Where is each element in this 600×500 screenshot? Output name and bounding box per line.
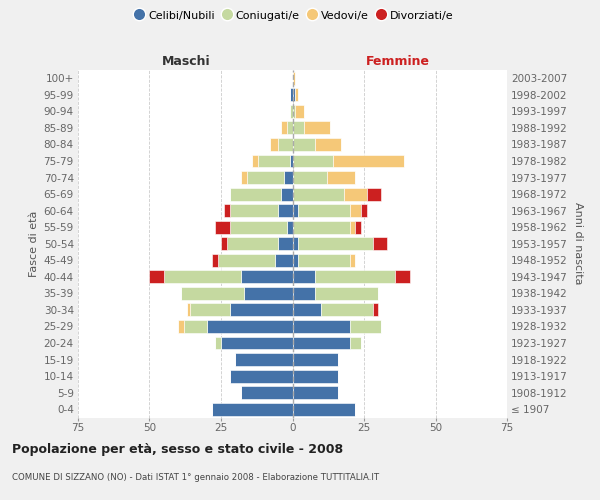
Bar (293, 72, 295, 85)
Bar (350, 204, 361, 217)
Bar (293, 188, 344, 200)
Bar (190, 304, 230, 316)
Bar (290, 88, 293, 102)
Bar (230, 370, 293, 382)
Bar (350, 320, 381, 333)
Bar (241, 270, 293, 283)
Bar (293, 220, 350, 234)
Bar (230, 204, 278, 217)
Bar (284, 171, 293, 184)
Bar (350, 254, 355, 267)
Bar (373, 304, 379, 316)
Y-axis label: Anni di nascita: Anni di nascita (574, 202, 583, 285)
Bar (293, 204, 298, 217)
Bar (164, 270, 241, 283)
Bar (293, 171, 327, 184)
Bar (361, 204, 367, 217)
Bar (293, 353, 338, 366)
Bar (253, 154, 258, 168)
Bar (350, 220, 355, 234)
Y-axis label: Fasce di età: Fasce di età (29, 210, 40, 277)
Bar (293, 304, 321, 316)
Bar (287, 122, 293, 134)
Bar (367, 188, 381, 200)
Bar (395, 270, 410, 283)
Bar (293, 154, 332, 168)
Bar (293, 370, 338, 382)
Bar (215, 220, 230, 234)
Bar (293, 122, 304, 134)
Bar (241, 171, 247, 184)
Bar (350, 336, 361, 349)
Bar (321, 304, 373, 316)
Bar (290, 154, 293, 168)
Bar (244, 287, 293, 300)
Bar (218, 254, 275, 267)
Bar (230, 220, 287, 234)
Bar (227, 238, 278, 250)
Bar (241, 386, 293, 399)
Bar (178, 320, 184, 333)
Bar (281, 122, 287, 134)
Bar (212, 254, 218, 267)
Text: COMUNE DI SIZZANO (NO) - Dati ISTAT 1° gennaio 2008 - Elaborazione TUTTITALIA.IT: COMUNE DI SIZZANO (NO) - Dati ISTAT 1° g… (12, 472, 379, 482)
Bar (293, 403, 355, 415)
Bar (295, 88, 298, 102)
Bar (298, 254, 350, 267)
Bar (230, 188, 281, 200)
Bar (298, 204, 350, 217)
Bar (247, 171, 284, 184)
Bar (373, 238, 387, 250)
Bar (206, 320, 293, 333)
Bar (295, 105, 304, 118)
Bar (278, 138, 293, 151)
Bar (275, 254, 293, 267)
Bar (187, 304, 190, 316)
Text: Femmine: Femmine (367, 55, 430, 68)
Bar (293, 238, 298, 250)
Bar (298, 238, 373, 250)
Bar (287, 220, 293, 234)
Bar (355, 220, 361, 234)
Bar (290, 105, 293, 118)
Legend: Celibi/Nubili, Coniugati/e, Vedovi/e, Divorziati/e: Celibi/Nubili, Coniugati/e, Vedovi/e, Di… (130, 6, 458, 25)
Bar (327, 171, 355, 184)
Bar (278, 238, 293, 250)
Bar (149, 270, 164, 283)
Bar (293, 336, 350, 349)
Bar (212, 403, 293, 415)
Bar (293, 138, 316, 151)
Bar (221, 336, 293, 349)
Bar (293, 386, 338, 399)
Bar (293, 270, 316, 283)
Bar (332, 154, 404, 168)
Bar (281, 188, 293, 200)
Bar (181, 287, 244, 300)
Bar (269, 138, 278, 151)
Bar (293, 320, 350, 333)
Bar (316, 287, 379, 300)
Bar (258, 154, 290, 168)
Bar (184, 320, 206, 333)
Bar (304, 122, 329, 134)
Text: Maschi: Maschi (163, 55, 211, 68)
Bar (224, 204, 230, 217)
Bar (316, 270, 395, 283)
Bar (344, 188, 367, 200)
Bar (278, 204, 293, 217)
Bar (215, 336, 221, 349)
Bar (293, 287, 316, 300)
Text: Popolazione per età, sesso e stato civile - 2008: Popolazione per età, sesso e stato civil… (12, 442, 343, 456)
Bar (293, 105, 295, 118)
Bar (235, 353, 293, 366)
Bar (293, 254, 298, 267)
Bar (316, 138, 341, 151)
Bar (293, 88, 295, 102)
Bar (230, 304, 293, 316)
Bar (221, 238, 227, 250)
